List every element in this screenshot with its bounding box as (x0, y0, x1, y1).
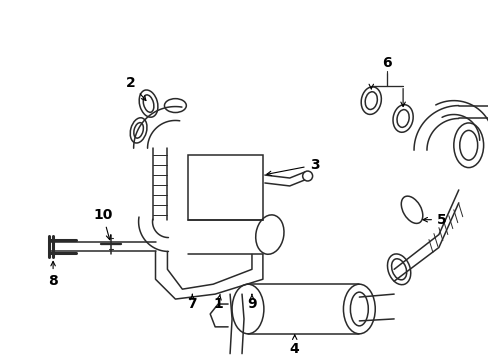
Ellipse shape (232, 284, 264, 334)
Ellipse shape (139, 90, 158, 117)
Text: 6: 6 (382, 56, 391, 70)
Text: 8: 8 (48, 261, 58, 288)
Text: 5: 5 (422, 213, 446, 227)
Ellipse shape (343, 284, 374, 334)
Text: 1: 1 (213, 294, 223, 311)
Ellipse shape (130, 118, 147, 143)
Ellipse shape (453, 123, 483, 168)
Text: 3: 3 (266, 158, 319, 176)
Bar (188, 155, 263, 220)
Text: 9: 9 (246, 294, 256, 311)
Text: 7: 7 (187, 294, 197, 311)
Text: 4: 4 (289, 335, 299, 356)
Text: 10: 10 (93, 208, 112, 240)
Text: 2: 2 (125, 76, 145, 100)
